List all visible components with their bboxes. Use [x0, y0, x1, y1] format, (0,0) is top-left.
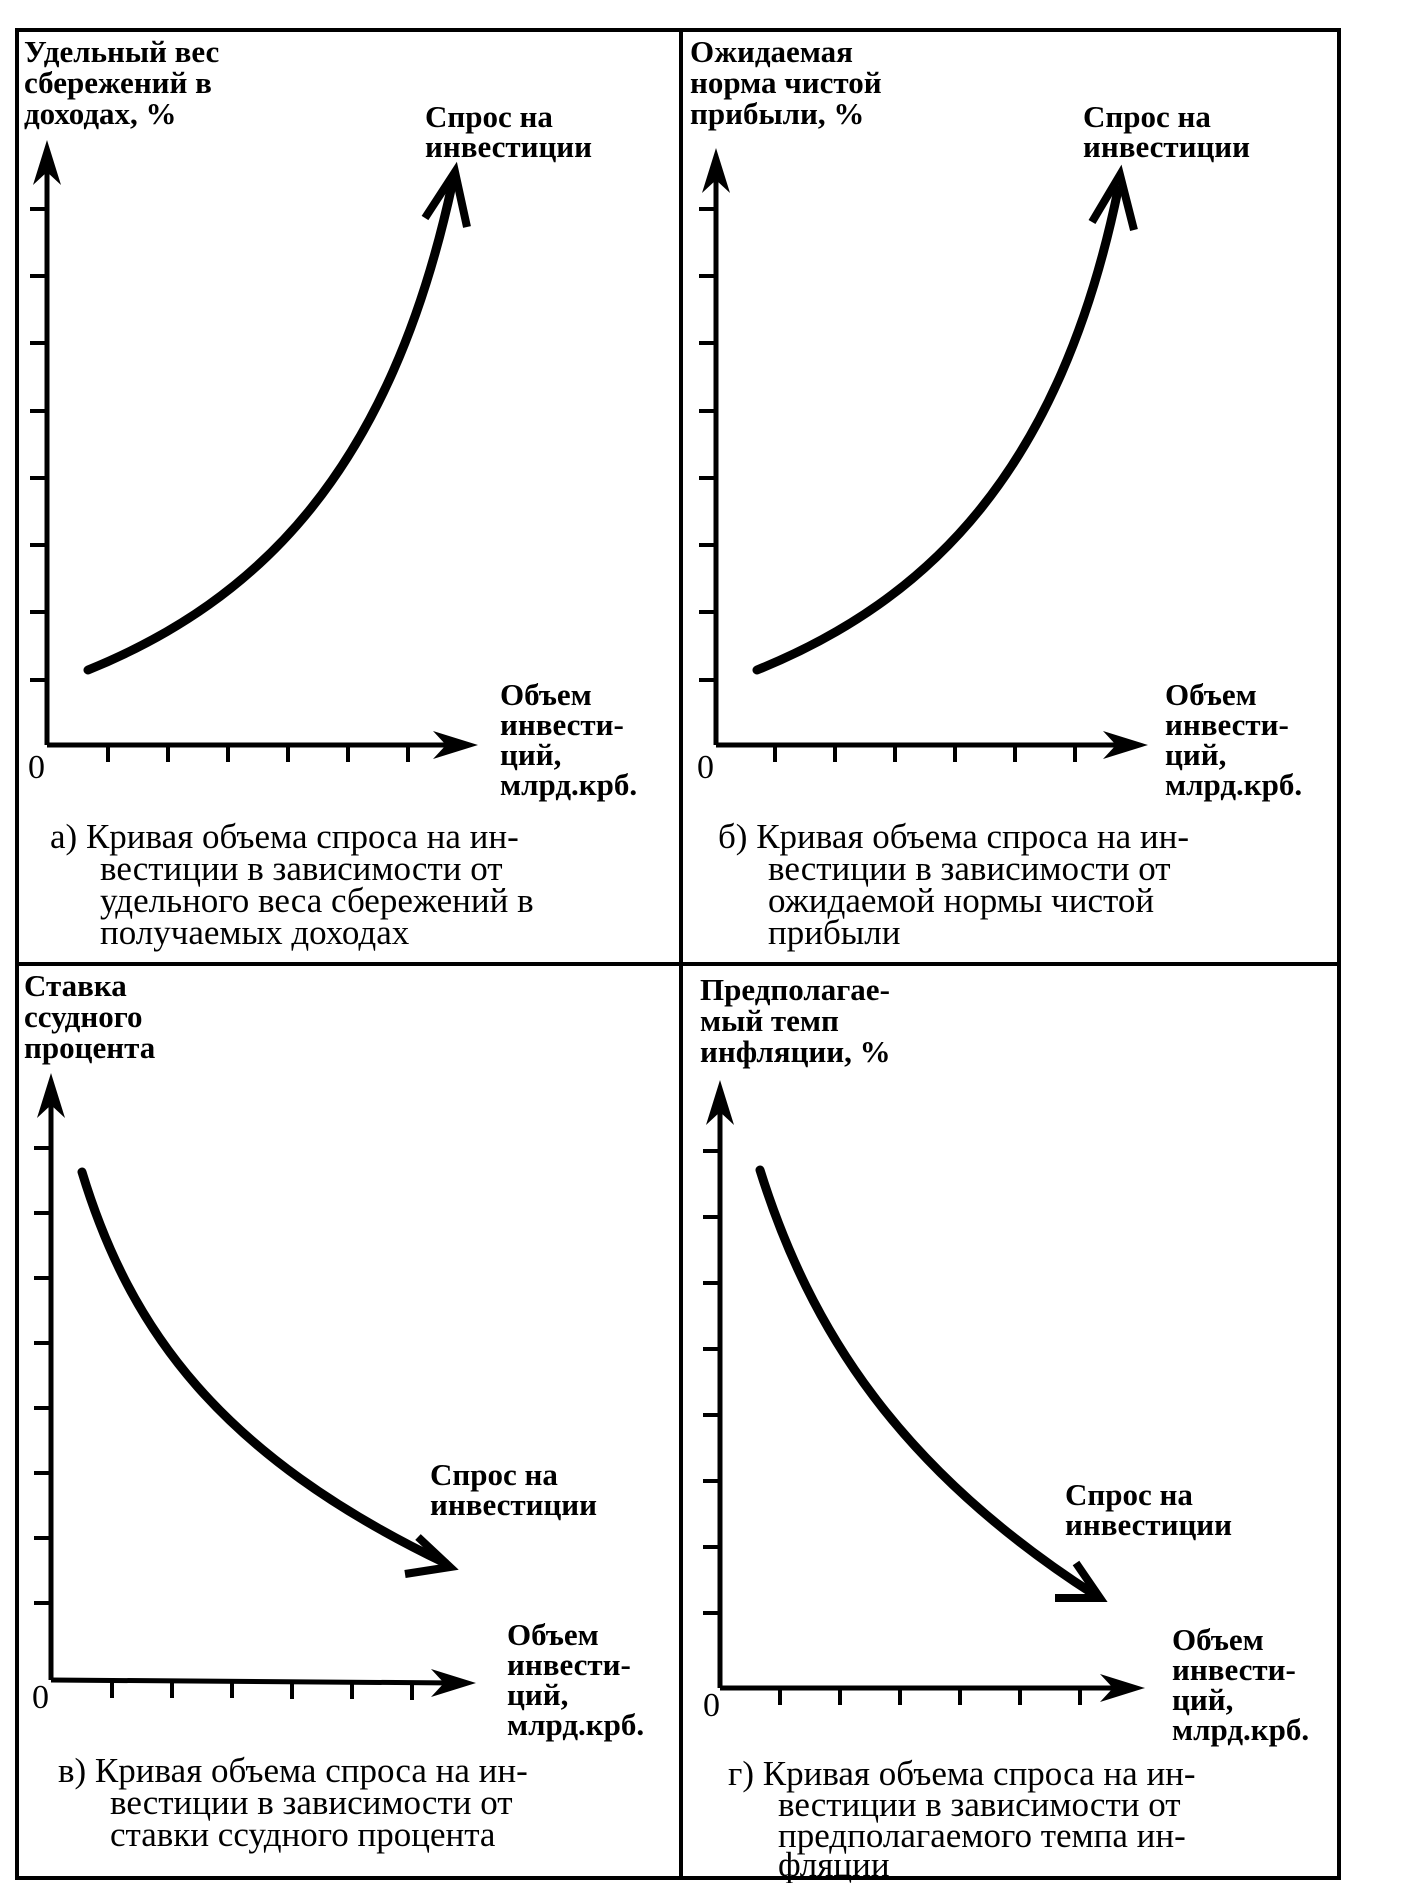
y-ticks [34, 1146, 51, 1605]
panel-d: Предполагае- мый темп инфляции, % Спрос … [700, 972, 1309, 1883]
y-axis-arrow [37, 1073, 65, 1118]
outer-frame [15, 28, 1341, 1880]
x-ticks [110, 1681, 414, 1700]
y-axis [699, 148, 730, 745]
origin-label: 0 [32, 1679, 49, 1716]
y-ticks [699, 207, 716, 682]
x-axis-arrow [1103, 731, 1148, 759]
y-axis-label: Ожидаемая норма чистой прибыли, % [690, 34, 889, 131]
curve-label: Спрос на инвестиции [1065, 1477, 1232, 1542]
y-axis [34, 1073, 65, 1680]
y-ticks [703, 1149, 720, 1615]
origin-label: 0 [697, 749, 714, 786]
y-axis-label: Предполагае- мый темп инфляции, % [700, 972, 898, 1069]
curve-arrowhead [404, 1534, 459, 1578]
y-ticks [30, 207, 47, 682]
panel-b: Ожидаемая норма чистой прибыли, % Спрос … [690, 34, 1302, 952]
x-axis-label: Объем инвести- ций, млрд.крб. [507, 1617, 644, 1742]
y-axis [30, 140, 61, 745]
curve-label: Спрос на инвестиции [1083, 99, 1250, 164]
curve-arrowhead [1055, 1560, 1108, 1602]
y-axis-label: Удельный вес сбережений в доходах, % [24, 34, 227, 131]
curve-arrowhead [421, 161, 471, 228]
y-axis-arrow [702, 148, 730, 193]
curve-arrowhead [1088, 164, 1138, 231]
x-axis-label: Объем инвести- ций, млрд.крб. [500, 677, 637, 802]
curve-label: Спрос на инвестиции [425, 99, 592, 164]
x-axis-arrow [433, 731, 478, 759]
x-ticks [106, 745, 410, 762]
y-axis-arrow [706, 1080, 734, 1125]
panel-caption: г) Кривая объема спроса на ин- вестиции … [728, 1754, 1204, 1883]
investment-demand-curve [755, 1165, 1100, 1600]
panel-caption: в) Кривая объема спроса на ин- вестиции … [58, 1751, 536, 1854]
x-axis [47, 731, 478, 762]
panel-caption: а) Кривая объема спроса на ин- вестиции … [50, 817, 542, 952]
x-axis [720, 1674, 1145, 1705]
y-axis-arrow [33, 140, 61, 185]
x-axis [716, 731, 1148, 762]
x-axis-arrow [431, 1669, 476, 1697]
x-axis [50, 1669, 476, 1700]
investment-demand-curve [83, 180, 457, 675]
investment-demand-curve [752, 185, 1123, 675]
y-axis-label: Ставка ссудного процента [24, 968, 156, 1065]
panel-a: Удельный вес сбережений в доходах, % Спр… [24, 34, 637, 952]
origin-label: 0 [703, 1687, 720, 1724]
x-axis-label: Объем инвести- ций, млрд.крб. [1172, 1622, 1309, 1747]
origin-label: 0 [28, 749, 45, 786]
panel-c: Ставка ссудного процента Спрос на инвест… [24, 968, 644, 1854]
panel-caption: б) Кривая объема спроса на ин- вестиции … [718, 817, 1198, 952]
x-ticks [778, 1688, 1082, 1705]
investment-demand-curve [77, 1167, 450, 1568]
curve-label: Спрос на инвестиции [430, 1457, 597, 1522]
x-axis-arrow [1100, 1674, 1145, 1702]
x-axis-label: Объем инвести- ций, млрд.крб. [1165, 677, 1302, 802]
x-ticks [773, 745, 1077, 762]
y-axis [703, 1080, 734, 1688]
